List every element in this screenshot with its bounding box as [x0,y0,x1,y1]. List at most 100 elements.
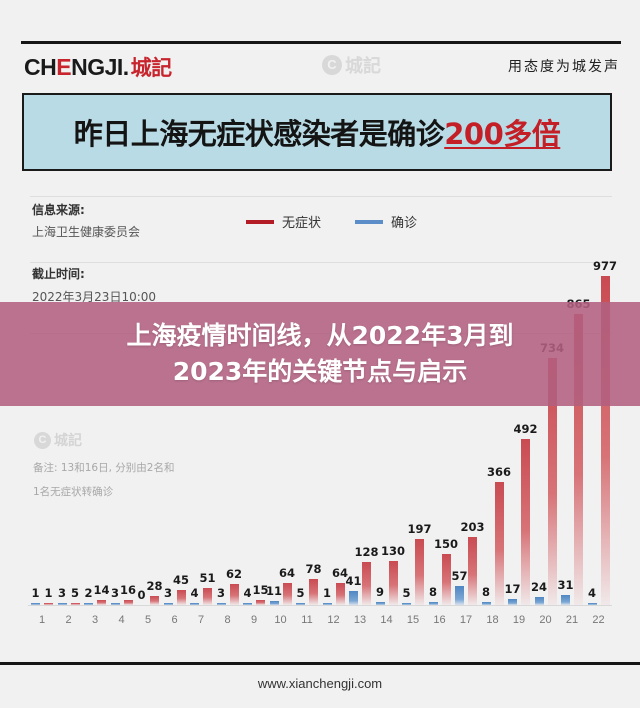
bar-confirmed [84,603,93,605]
value-label: 64 [278,566,296,581]
bar-asymptomatic [547,357,557,605]
bar-asymptomatic [150,595,159,605]
x-tick-label: 19 [512,614,526,626]
x-tick-label: 9 [250,614,258,626]
bar-asymptomatic [309,578,318,605]
bar-asymptomatic [335,583,345,605]
chart-legend: 无症状 确诊 [246,212,443,231]
bar-asymptomatic [176,589,186,605]
bar-asymptomatic [123,599,133,605]
source-value: 上海卫生健康委员会 [32,225,141,239]
bar-asymptomatic [574,313,583,605]
top-rule [21,41,621,44]
value-label: 31 [557,577,574,592]
x-tick-label: 8 [224,614,231,626]
note-line-1: 备注: 13和16日, 分别由2名和 [33,462,175,474]
bar-confirmed [110,603,120,605]
note-line-2: 1名无症状转确诊 [33,486,114,498]
bar-confirmed [561,594,570,605]
value-label: 28 [146,578,163,593]
x-tick-label: 22 [592,614,605,626]
bar-confirmed [587,603,597,605]
x-tick-label: 5 [144,614,152,626]
value-label: 128 [354,544,379,559]
value-label: 1 [31,586,40,600]
value-label: 62 [225,567,243,582]
bar-confirmed [508,599,517,605]
footer-url: www.xianchengji.com [257,676,383,691]
bar-confirmed [296,603,305,605]
headline-text: 昨日上海无症状感染者是确诊200多倍 [74,111,561,153]
value-label: 0 [137,588,146,602]
bar-confirmed [269,601,279,605]
x-tick-label: 14 [380,614,393,626]
x-tick-label: 4 [118,614,125,626]
value-label: 1 [44,586,53,600]
value-label: 4 [243,586,252,600]
bar-confirmed [455,585,464,605]
bar-confirmed [163,603,173,605]
bar-asymptomatic [229,584,239,605]
bar-confirmed [216,603,226,605]
value-label: 5 [70,586,80,600]
bar-asymptomatic [70,603,80,605]
x-tick-label: 18 [486,614,499,626]
x-tick-label: 2 [65,614,72,626]
value-label: 150 [433,537,459,552]
value-label: 24 [530,579,548,594]
overlay-title-line-1: 上海疫情时间线，从2022年3月到 [126,321,514,350]
bar-asymptomatic [203,587,212,605]
brand-e: E [56,54,72,80]
value-label: 8 [428,585,438,600]
bar-confirmed [402,603,411,605]
value-label: 3 [163,586,173,600]
watermark-logo-icon: C [322,55,342,75]
value-label: 366 [486,464,512,479]
legend-swatch-blue [355,219,384,224]
legend-item-confirmed: 确诊 [355,212,417,231]
value-label: 3 [216,586,226,600]
bar-asymptomatic [388,561,398,605]
bottom-rule [0,662,640,665]
value-label: 4 [190,586,199,600]
cutoff-label: 截止时间: [32,267,85,281]
headline-banner: 昨日上海无症状感染者是确诊200多倍 [22,93,612,171]
value-label: 3 [110,586,120,600]
bar-confirmed [375,601,385,605]
brand-cn: 城記 [130,57,173,80]
bar-asymptomatic [256,599,265,605]
bar-asymptomatic [521,439,530,605]
x-tick-label: 16 [433,614,446,626]
value-label: 197 [407,521,432,536]
value-label: 2 [84,586,93,600]
watermark-mid: C 城記 [34,430,82,450]
value-label: 4 [587,586,597,600]
bar-confirmed [534,596,544,605]
x-tick-label: 1 [38,614,46,626]
bar-asymptomatic [468,536,477,605]
x-tick-label: 15 [406,614,420,626]
value-label: 14 [93,583,110,598]
value-label: 17 [504,582,521,597]
headline-highlight: 200多倍 [444,117,561,151]
x-tick-label: 6 [171,614,178,626]
divider-line [30,196,612,197]
x-tick-label: 21 [565,614,579,626]
legend-swatch-red [246,219,274,224]
source-label: 信息来源: [32,203,85,217]
bar-confirmed [481,602,491,605]
bar-asymptomatic [494,481,504,605]
value-label: 45 [172,572,190,587]
bar-confirmed [190,603,199,605]
x-tick-label: 12 [327,614,340,626]
value-label: 51 [199,570,216,585]
value-label: 3 [57,586,67,600]
bar-confirmed [428,602,438,605]
x-tick-label: 3 [91,614,99,626]
bar-confirmed [349,591,358,605]
bar-confirmed [31,603,40,605]
overlay-title-line-2: 2023年的关键节点与启示 [172,357,468,386]
value-label: 78 [305,561,322,576]
bar-asymptomatic [415,538,424,605]
watermark-text: 城記 [345,56,381,77]
